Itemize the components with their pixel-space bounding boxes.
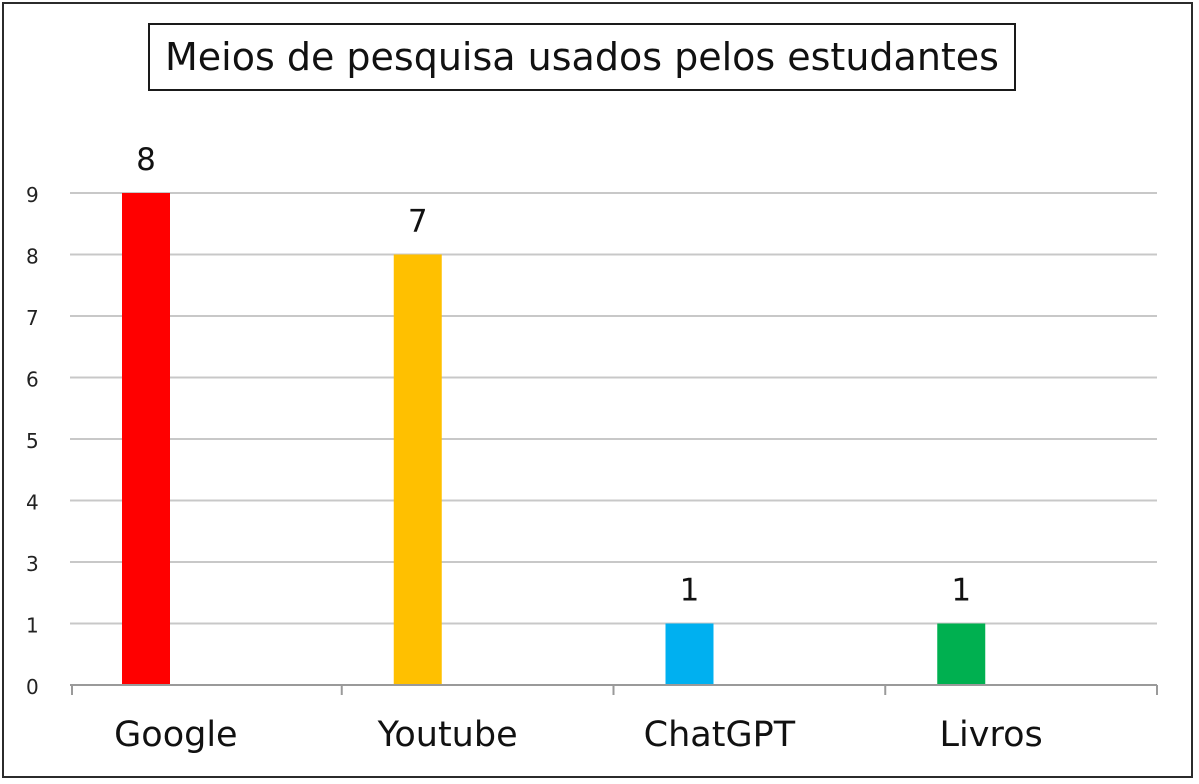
y-tick-label: 1 [26,614,39,638]
gridlines [70,192,1157,625]
y-tick-label: 8 [26,245,39,269]
x-tick-label: Youtube [377,715,518,755]
bar-youtube [393,254,442,685]
x-tick-label: Google [114,715,237,755]
x-axis-tick-labels: Google Youtube ChatGPT Livros [114,715,1043,755]
data-label: 1 [680,573,700,609]
y-tick-label: 3 [26,552,39,576]
data-label: 1 [951,573,971,609]
y-tick-label: 6 [26,368,39,392]
x-axis [70,684,1158,695]
data-label: 7 [408,204,428,240]
bar-google [122,193,170,685]
y-tick-label: 9 [26,183,39,207]
bar-livros [937,623,986,685]
y-tick-label: 7 [26,306,39,330]
bars [122,193,986,685]
x-tick-label: Livros [940,715,1043,755]
data-labels: 8 7 1 1 [136,142,971,609]
chart-title: Meios de pesquisa usados pelos estudante… [148,23,1016,91]
y-tick-label: 0 [26,675,39,699]
y-axis-tick-labels: 0 1 3 4 5 6 7 8 9 [26,183,39,699]
data-label: 8 [136,142,156,178]
bar-chatgpt [665,623,714,685]
y-tick-label: 4 [26,491,39,515]
x-tick-label: ChatGPT [644,715,796,755]
y-tick-label: 5 [26,429,39,453]
